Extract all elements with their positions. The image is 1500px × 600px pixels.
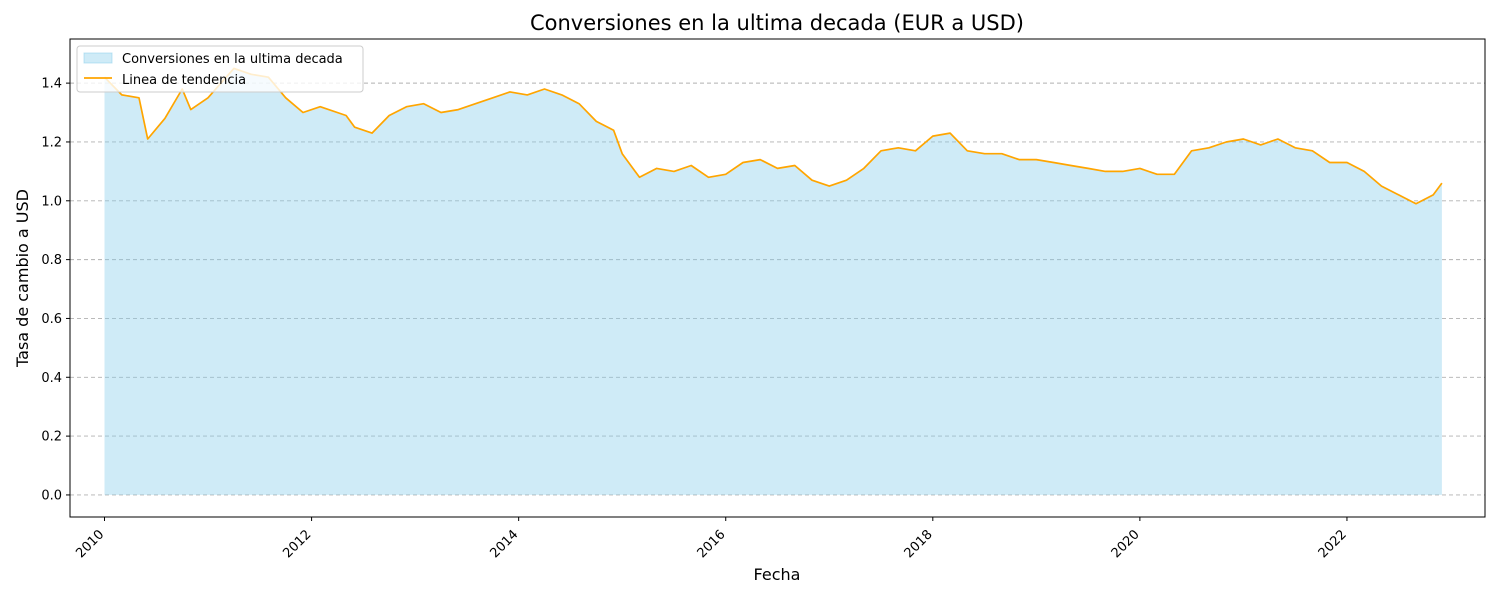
y-tick-label: 1.2: [41, 135, 62, 150]
y-tick-label: 0.8: [41, 253, 62, 268]
legend-box: [76, 45, 364, 93]
trend-line-series: [103, 67, 1443, 205]
x-tick-label: 2014: [487, 527, 521, 561]
legend-swatch-area: [83, 52, 113, 64]
x-tick-label: 2018: [902, 527, 936, 561]
y-axis-ticks: 0.0 0.2 0.4 0.6 0.8 1.0 1.2 1.4: [41, 77, 70, 503]
y-tick-label: 1.4: [41, 77, 62, 92]
legend: Conversiones en la ultima decada Linea d…: [76, 45, 364, 93]
x-tick-label: 2012: [280, 527, 314, 561]
x-axis-title: Fecha: [754, 565, 801, 584]
y-tick-label: 0.2: [41, 430, 62, 445]
area-series-fill: [104, 68, 1442, 495]
x-tick-label: 2020: [1109, 527, 1143, 561]
y-tick-label: 0.6: [41, 312, 62, 327]
x-tick-label: 2010: [73, 527, 107, 561]
legend-label-area: Conversiones en la ultima decada: [122, 52, 343, 67]
x-axis-ticks: 2010 2012 2014 2016 2018 2020 2022: [73, 517, 1350, 561]
legend-label-line: Linea de tendencia: [122, 73, 246, 88]
chart-title: Conversiones en la ultima decada (EUR a …: [530, 11, 1024, 35]
grid-lines: [70, 82, 1485, 496]
y-tick-label: 1.0: [41, 194, 62, 209]
y-axis-title: Tasa de cambio a USD: [13, 189, 32, 368]
x-tick-label: 2016: [695, 527, 729, 561]
plot-frame: [69, 38, 1486, 518]
y-tick-label: 0.0: [41, 488, 62, 503]
y-tick-label: 0.4: [41, 371, 62, 386]
x-tick-label: 2022: [1316, 527, 1350, 561]
